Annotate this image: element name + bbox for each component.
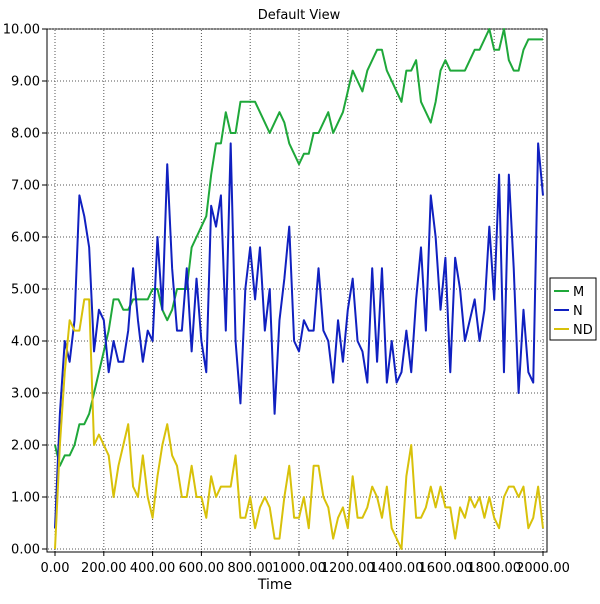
y-tick-label: 6.00 xyxy=(11,231,40,246)
y-tick-label: 4.00 xyxy=(11,335,40,350)
y-tick-label: 9.00 xyxy=(11,75,40,90)
legend: MN ND xyxy=(549,277,597,341)
x-tick-label: 1000.00 xyxy=(272,561,326,576)
series-line-nd xyxy=(54,298,544,550)
x-tick-label: 1600.00 xyxy=(419,561,473,576)
x-tick-label: 200.00 xyxy=(81,561,127,576)
y-tick-label: 0.00 xyxy=(11,543,40,558)
grid-lines xyxy=(48,28,546,551)
y-tick-label: 10.00 xyxy=(3,23,40,38)
series-line-n xyxy=(54,142,544,529)
series-lines xyxy=(54,28,544,550)
x-tick-label: 1200.00 xyxy=(321,561,375,576)
x-tick-label: 0.00 xyxy=(41,561,70,576)
legend-label-n: N xyxy=(573,304,583,319)
legend-label-nd: ND xyxy=(573,323,593,338)
x-axis-label: Time xyxy=(257,577,292,593)
x-tick-label: 1800.00 xyxy=(467,561,521,576)
plot-area xyxy=(46,28,548,553)
y-tick-label: 1.00 xyxy=(11,491,40,506)
chart-title: Default View xyxy=(258,8,341,23)
x-tick-label: 600.00 xyxy=(179,561,225,576)
y-tick-label: 3.00 xyxy=(11,387,40,402)
y-tick-label: 7.00 xyxy=(11,179,40,194)
axes: 0.00 200.00 400.00 600.00 800.00 1000.001200.… xyxy=(3,23,570,577)
x-tick-label: 400.00 xyxy=(130,561,176,576)
x-tick-label: 1400.00 xyxy=(370,561,424,576)
y-tick-label: 8.00 xyxy=(11,127,40,142)
legend-label-m: M xyxy=(573,285,584,300)
y-tick-label: 5.00 xyxy=(11,283,40,298)
x-tick-label: 800.00 xyxy=(227,561,273,576)
y-tick-label: 2.00 xyxy=(11,439,40,454)
x-tick-label: 2000.00 xyxy=(516,561,570,576)
